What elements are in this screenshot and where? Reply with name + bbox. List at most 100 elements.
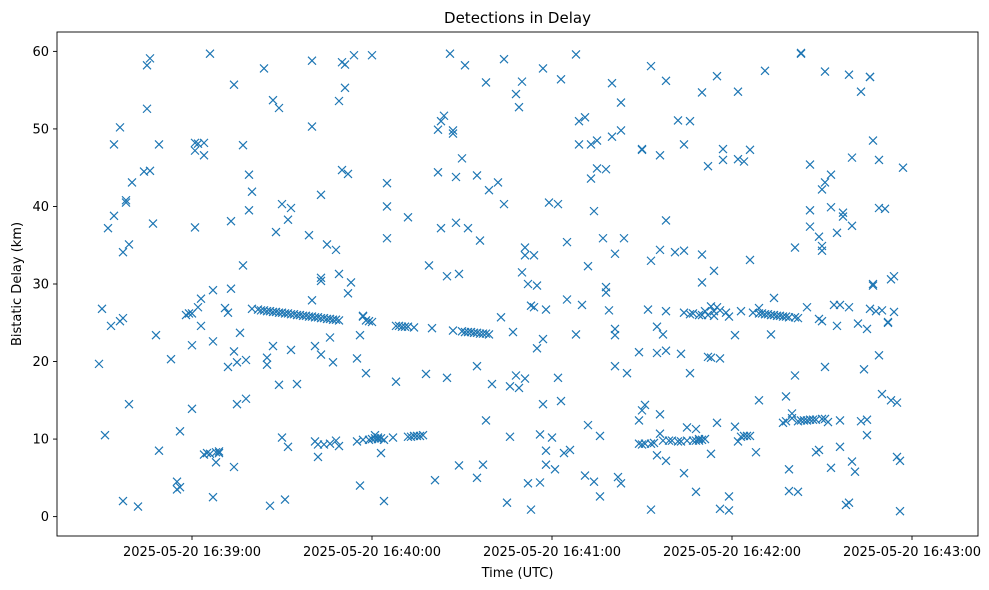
data-point [241, 394, 251, 404]
data-point [268, 341, 278, 351]
data-point [715, 504, 725, 514]
data-point [199, 138, 209, 148]
data-point [655, 409, 665, 419]
data-point [832, 321, 842, 331]
data-point [145, 166, 155, 176]
data-point [484, 185, 494, 195]
data-point [337, 165, 347, 175]
data-point [376, 448, 386, 458]
data-point [877, 389, 887, 399]
data-point [820, 178, 830, 187]
data-point [655, 245, 665, 255]
data-point [109, 211, 119, 221]
data-point [679, 246, 689, 256]
data-point [175, 426, 185, 436]
data-point [616, 478, 626, 488]
data-point [124, 240, 134, 249]
data-point [853, 319, 863, 328]
data-point [745, 431, 755, 441]
data-point [889, 307, 899, 317]
data-point [229, 80, 239, 90]
data-point [313, 452, 323, 462]
data-point [145, 53, 155, 63]
data-point [511, 371, 521, 380]
data-point [733, 87, 743, 97]
data-point [244, 170, 254, 180]
data-point [541, 305, 551, 315]
data-point [316, 276, 326, 286]
data-point [679, 468, 689, 478]
data-point [847, 153, 857, 163]
data-point [646, 505, 656, 515]
data-point [586, 174, 596, 183]
data-point [334, 269, 344, 279]
data-point [190, 222, 200, 232]
data-point [226, 216, 236, 226]
data-point [382, 233, 392, 243]
data-point [418, 430, 428, 440]
data-point [604, 305, 614, 315]
data-point [847, 457, 857, 466]
data-point [520, 243, 530, 252]
data-point [463, 223, 473, 233]
data-point [505, 432, 515, 442]
data-point [445, 49, 455, 59]
data-point [574, 140, 584, 149]
data-point [226, 284, 236, 294]
data-point [661, 215, 671, 225]
data-point [634, 416, 644, 425]
data-point [682, 423, 692, 432]
data-point [448, 129, 458, 138]
data-point [442, 271, 452, 281]
data-point [142, 60, 152, 70]
data-point [658, 329, 668, 339]
data-point [232, 357, 242, 367]
data-point [472, 171, 482, 180]
data-point [409, 322, 419, 332]
data-point [622, 368, 632, 378]
data-point [361, 316, 371, 325]
data-point [436, 223, 446, 233]
data-point [817, 246, 827, 256]
data-point [838, 212, 848, 221]
data-point [817, 414, 827, 424]
data-point [433, 125, 443, 135]
data-point [154, 140, 164, 149]
data-point [247, 187, 257, 197]
data-point [637, 440, 647, 449]
data-point [892, 398, 902, 408]
data-point [886, 395, 896, 405]
data-point [598, 233, 608, 243]
data-point [472, 473, 482, 483]
data-point [118, 496, 128, 506]
data-point [724, 312, 734, 321]
data-point [430, 475, 440, 485]
data-point [892, 452, 902, 462]
data-point [241, 355, 251, 365]
data-point [223, 362, 233, 372]
data-point [115, 122, 125, 132]
data-point [649, 438, 659, 448]
data-point [784, 464, 794, 474]
data-point [679, 308, 689, 318]
data-point [613, 472, 623, 482]
data-point [556, 74, 566, 84]
data-point [685, 309, 695, 319]
data-point [895, 456, 905, 466]
data-point [718, 155, 728, 165]
data-point [277, 199, 287, 209]
data-point [268, 95, 278, 105]
data-point [127, 178, 137, 187]
data-point [373, 433, 383, 442]
data-point [286, 345, 296, 355]
data-point [571, 50, 581, 59]
x-axis-ticks: 2025-05-20 16:39:00 2025-05-20 16:40:00 20… [123, 536, 981, 560]
data-point [754, 395, 764, 405]
data-point [694, 436, 704, 446]
data-point [307, 122, 317, 132]
data-point [334, 316, 344, 325]
points-layer [94, 48, 908, 516]
y-tick-label: 40 [32, 200, 49, 215]
data-point [460, 60, 470, 70]
data-point [316, 190, 326, 200]
